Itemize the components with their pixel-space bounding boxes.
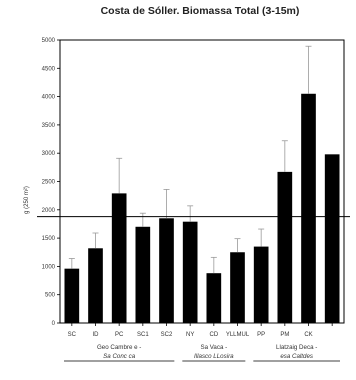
bar [88, 248, 103, 323]
category-label: PM [280, 332, 289, 338]
group-sublabel: Sa Conc ca [103, 353, 136, 360]
y-tick-label: 0 [52, 321, 56, 327]
category-label: PP [257, 332, 265, 338]
group-sublabel: Illasco LLosira [194, 353, 234, 360]
group-sublabel: esa Caltdes [280, 353, 313, 360]
category-label: CD [209, 332, 218, 338]
category-label: CK [304, 332, 312, 338]
y-tick-label: 1500 [42, 236, 56, 242]
y-tick-label: 4500 [42, 66, 56, 72]
bar [277, 171, 293, 323]
y-tick-label: 3500 [42, 123, 56, 129]
y-tick-label: 2000 [42, 208, 56, 214]
y-tick-label: 500 [45, 293, 56, 299]
bar [230, 252, 245, 323]
bar [182, 221, 198, 323]
bar [111, 193, 127, 323]
category-label: SC1 [137, 332, 149, 338]
bar [324, 154, 340, 323]
category-label: SC2 [161, 332, 173, 338]
y-tick-label: 3000 [42, 151, 56, 157]
bar [301, 93, 316, 324]
bar [253, 246, 269, 323]
chart-title: Costa de Sóller. Biomassa Total (3-15m) [101, 5, 300, 17]
y-tick-label: 1000 [42, 264, 56, 270]
bar [159, 218, 174, 323]
y-tick-label: 4000 [42, 95, 56, 101]
y-axis-label: g (250 m²) [24, 186, 30, 214]
y-tick-label: 5000 [42, 38, 56, 44]
bar [206, 273, 222, 323]
group-label: Sa Vaca - [200, 344, 227, 351]
plot-area: 0 500 1000 1500 2000 2500 3000 3500 4000 4500 5000… [37, 38, 350, 362]
bar [64, 268, 80, 323]
category-label: PC [115, 332, 124, 338]
group-label: Llatzaig Deca - [276, 344, 317, 351]
category-label: NY [186, 332, 194, 338]
bar [135, 226, 151, 323]
y-tick-label: 2500 [42, 180, 56, 186]
category-label: SC [68, 332, 77, 338]
category-label: ID [93, 332, 100, 338]
category-label: YLLMUL [226, 332, 250, 338]
group-label: Geo Cambre e - [97, 344, 141, 351]
